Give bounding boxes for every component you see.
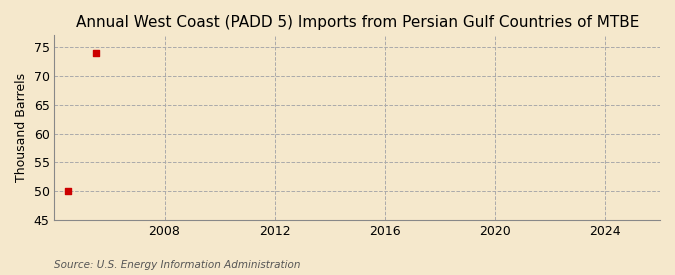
Point xyxy=(90,50,101,55)
Title: Annual West Coast (PADD 5) Imports from Persian Gulf Countries of MTBE: Annual West Coast (PADD 5) Imports from … xyxy=(76,15,639,30)
Text: Source: U.S. Energy Information Administration: Source: U.S. Energy Information Administ… xyxy=(54,260,300,270)
Y-axis label: Thousand Barrels: Thousand Barrels xyxy=(15,73,28,182)
Point xyxy=(63,189,74,194)
